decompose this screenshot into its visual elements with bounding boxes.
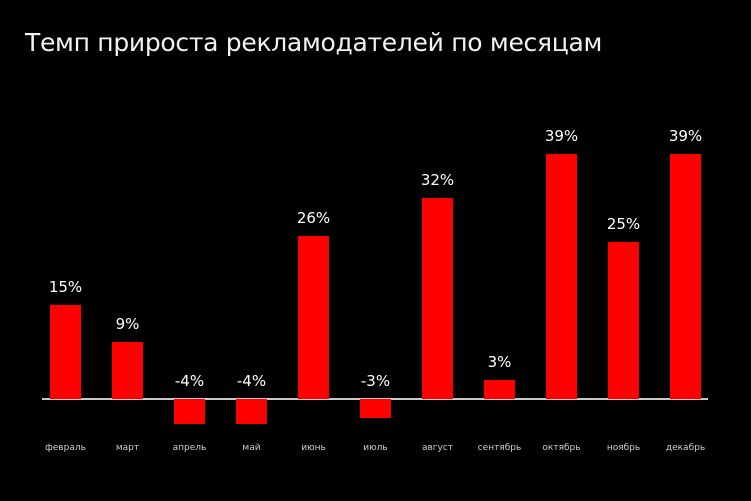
value-label: 39% <box>544 127 579 146</box>
value-label: 32% <box>420 171 455 190</box>
value-label: 39% <box>668 127 703 146</box>
value-label: -4% <box>174 372 205 390</box>
category-label: май <box>242 443 261 453</box>
category-label: август <box>421 443 454 453</box>
category-label: июнь <box>301 443 326 453</box>
category-label: февраль <box>45 443 86 453</box>
category-label: июль <box>363 443 388 453</box>
category-label: декабрь <box>665 443 706 453</box>
value-label: -3% <box>360 372 391 390</box>
chart-title: Темп прироста рекламодателей по месяцам <box>25 28 603 57</box>
bar-август <box>422 198 453 399</box>
value-label: 26% <box>296 208 331 227</box>
value-label: 15% <box>48 277 83 296</box>
bar-март <box>112 342 143 399</box>
bar-ноябрь <box>608 242 639 399</box>
bar-декабрь <box>670 154 701 399</box>
bar-май <box>236 399 267 425</box>
category-label: сентябрь <box>477 443 522 453</box>
value-label: 9% <box>115 315 140 334</box>
category-label: апрель <box>172 443 207 453</box>
bar-июнь <box>298 235 329 399</box>
category-label: октябрь <box>542 443 581 453</box>
bar-октябрь <box>546 154 577 399</box>
category-label: март <box>115 443 140 453</box>
value-label: 25% <box>606 215 641 233</box>
bar-сентябрь <box>484 380 515 399</box>
bar-апрель <box>174 399 205 425</box>
value-label: 3% <box>487 353 512 372</box>
value-label: -4% <box>236 372 267 390</box>
bar-июль <box>360 399 391 418</box>
category-label: ноябрь <box>606 443 641 453</box>
bar-февраль <box>50 304 81 399</box>
